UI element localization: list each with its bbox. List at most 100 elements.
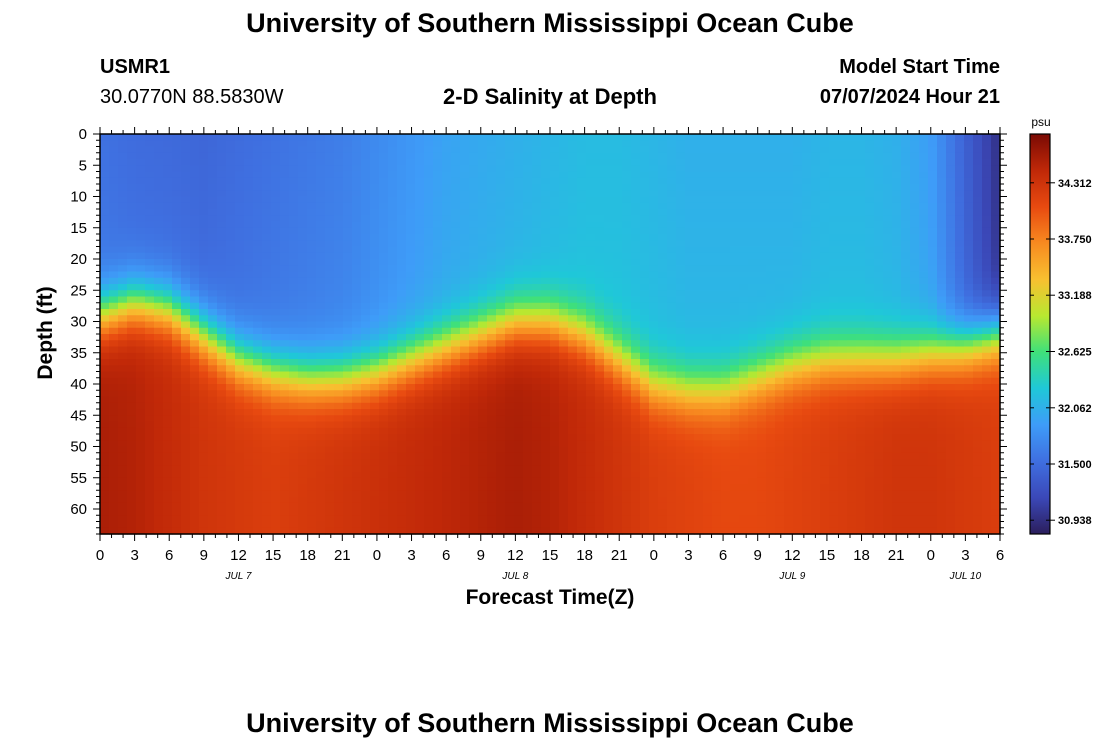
heatmap-cell: [595, 209, 605, 216]
heatmap-cell: [136, 459, 146, 466]
heatmap-cell: [280, 521, 290, 529]
heatmap-cell: [352, 365, 362, 373]
heatmap-cell: [784, 246, 794, 254]
heatmap-cell: [100, 409, 110, 416]
heatmap-cell: [775, 415, 785, 423]
heatmap-cell: [100, 390, 110, 398]
heatmap-cell: [775, 209, 785, 216]
heatmap-cell: [154, 446, 164, 454]
heatmap-cell: [577, 496, 587, 504]
heatmap-cell: [748, 384, 758, 391]
heatmap-cell: [748, 346, 758, 354]
heatmap-cell: [226, 471, 236, 479]
heatmap-cell: [253, 409, 263, 416]
heatmap-cell: [604, 459, 614, 466]
heatmap-cell: [559, 384, 569, 391]
heatmap-cell: [316, 477, 326, 485]
heatmap-cell: [181, 377, 191, 385]
heatmap-cell: [388, 440, 398, 448]
heatmap-cell: [226, 252, 236, 260]
heatmap-cell: [514, 215, 524, 223]
heatmap-cell: [739, 227, 749, 235]
heatmap-cell: [703, 521, 713, 529]
heatmap-cell: [163, 465, 173, 473]
heatmap-cell: [703, 396, 713, 404]
heatmap-cell: [532, 215, 542, 223]
heatmap-cell: [163, 527, 173, 535]
heatmap-cell: [784, 134, 794, 141]
heatmap-cell: [352, 271, 362, 279]
heatmap-cell: [397, 196, 407, 204]
heatmap-cell: [739, 309, 749, 316]
heatmap-cell: [100, 271, 110, 279]
heatmap-cell: [118, 434, 128, 441]
heatmap-cell: [118, 221, 128, 229]
heatmap-cell: [280, 209, 290, 216]
heatmap-cell: [469, 377, 479, 385]
heatmap-cell: [343, 190, 353, 198]
heatmap-cell: [397, 190, 407, 198]
heatmap-cell: [307, 440, 317, 448]
heatmap-cell: [235, 502, 245, 510]
heatmap-cell: [694, 477, 704, 485]
heatmap-cell: [406, 515, 416, 523]
heatmap-cell: [433, 427, 443, 435]
heatmap-cell: [631, 365, 641, 373]
heatmap-cell: [136, 390, 146, 398]
heatmap-cell: [343, 477, 353, 485]
heatmap-cell: [676, 452, 686, 460]
heatmap-cell: [370, 490, 380, 498]
heatmap-cell: [316, 296, 326, 304]
heatmap-cell: [298, 265, 308, 273]
heatmap-cell: [244, 334, 254, 341]
heatmap-cell: [253, 246, 263, 254]
heatmap-cell: [622, 315, 632, 323]
heatmap-cell: [361, 340, 371, 348]
heatmap-cell: [730, 440, 740, 448]
heatmap-cell: [586, 190, 596, 198]
heatmap-cell: [352, 421, 362, 429]
heatmap-cell: [784, 484, 794, 491]
heatmap-cell: [559, 227, 569, 235]
heatmap-cell: [703, 140, 713, 148]
heatmap-cell: [406, 465, 416, 473]
heatmap-cell: [766, 165, 776, 173]
heatmap-cell: [523, 465, 533, 473]
heatmap-cell: [325, 271, 335, 279]
heatmap-cell: [226, 446, 236, 454]
heatmap-cell: [784, 277, 794, 285]
heatmap-cell: [172, 390, 182, 398]
heatmap-cell: [244, 290, 254, 298]
heatmap-cell: [217, 309, 227, 316]
heatmap-cell: [325, 490, 335, 498]
heatmap-cell: [406, 371, 416, 379]
heatmap-cell: [460, 484, 470, 491]
heatmap-cell: [235, 527, 245, 535]
heatmap-cell: [595, 521, 605, 529]
heatmap-cell: [577, 434, 587, 441]
heatmap-cell: [568, 271, 578, 279]
heatmap-cell: [199, 177, 209, 185]
heatmap-cell: [388, 240, 398, 248]
heatmap-cell: [505, 340, 515, 348]
heatmap-cell: [334, 484, 344, 491]
heatmap-cell: [298, 359, 308, 366]
heatmap-cell: [604, 327, 614, 335]
heatmap-cell: [775, 140, 785, 148]
heatmap-cell: [532, 190, 542, 198]
heatmap-cell: [532, 184, 542, 191]
heatmap-cell: [496, 415, 506, 423]
heatmap-cell: [235, 427, 245, 435]
heatmap-cell: [649, 309, 659, 316]
heatmap-cell: [370, 440, 380, 448]
heatmap-cell: [658, 277, 668, 285]
heatmap-cell: [712, 202, 722, 210]
heatmap-cell: [604, 152, 614, 160]
heatmap-cell: [271, 221, 281, 229]
heatmap-cell: [370, 152, 380, 160]
heatmap-cell: [118, 234, 128, 241]
heatmap-cell: [730, 371, 740, 379]
heatmap-cell: [163, 515, 173, 523]
heatmap-cell: [550, 371, 560, 379]
heatmap-cell: [199, 471, 209, 479]
